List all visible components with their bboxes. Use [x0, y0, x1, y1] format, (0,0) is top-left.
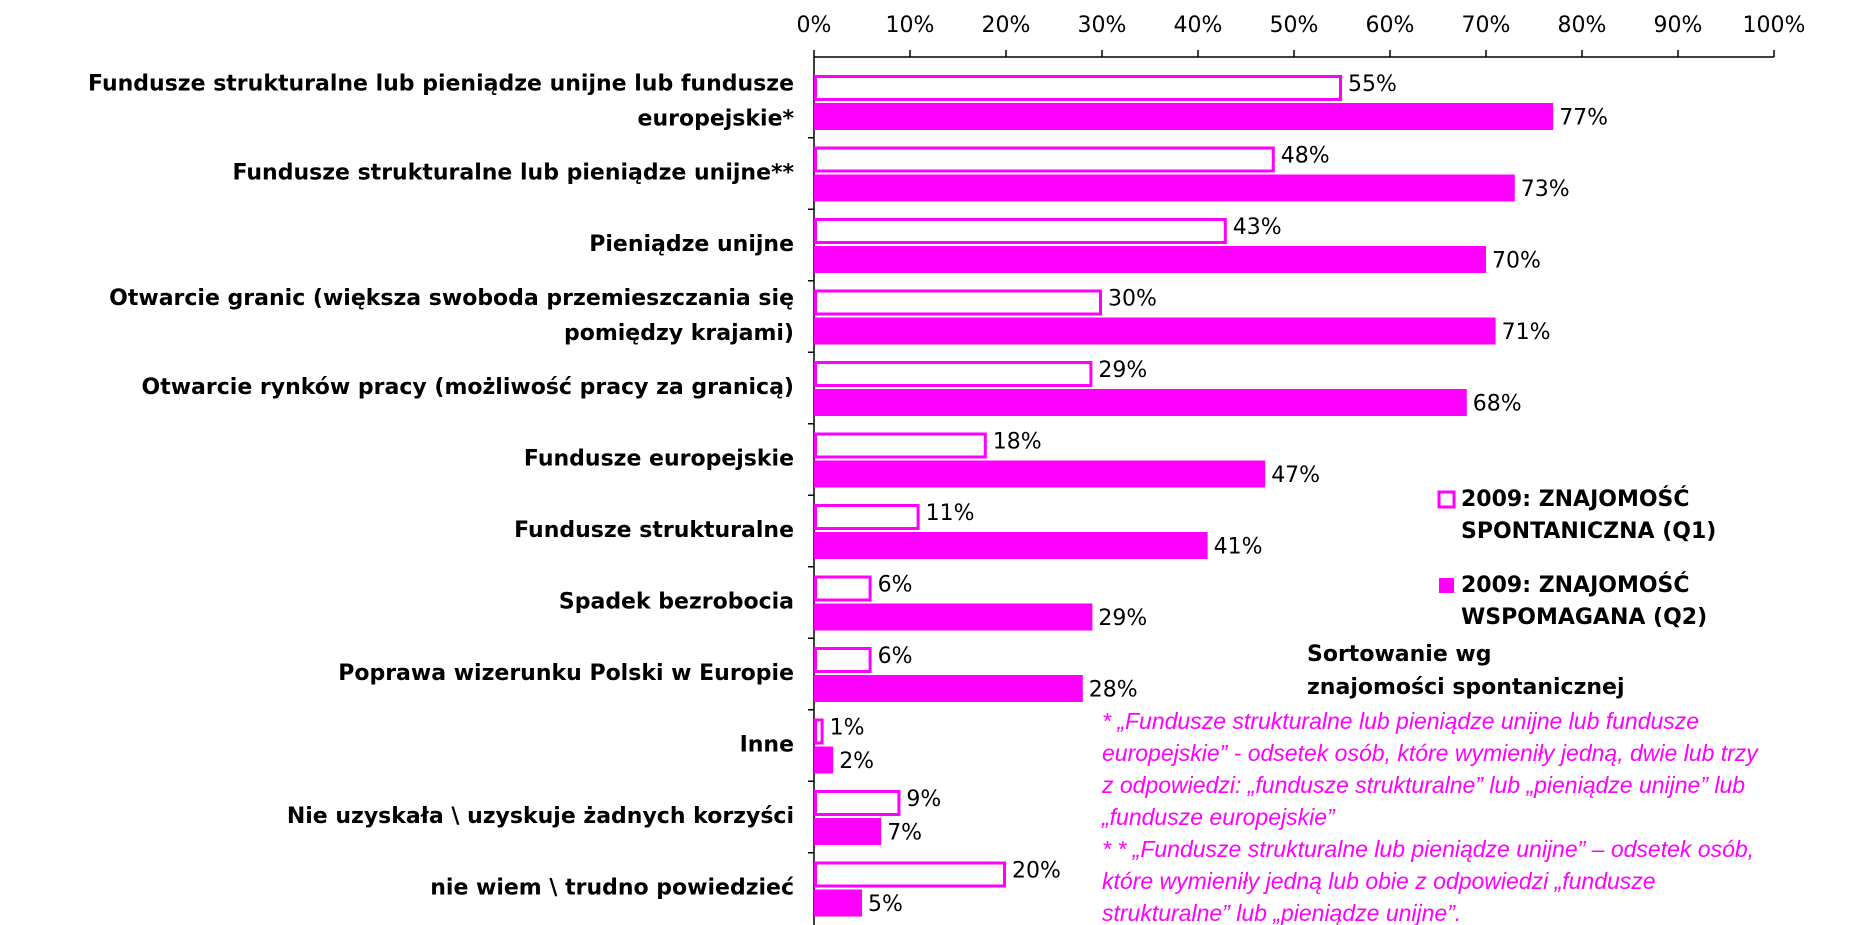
category-label: Otwarcie rynków pracy (możliwość pracy z…	[142, 375, 794, 400]
sort-note: Sortowanie wg znajomości spontanicznej	[1307, 642, 1625, 700]
value-label: 55%	[1348, 72, 1397, 97]
bar	[814, 861, 1006, 888]
value-label: 48%	[1281, 144, 1330, 169]
category-label: Fundusze europejskie	[524, 447, 794, 472]
value-label: 71%	[1502, 320, 1551, 345]
value-label: 1%	[830, 716, 865, 741]
x-tick-label: 70%	[1462, 13, 1511, 38]
x-tick-label: 90%	[1654, 13, 1703, 38]
value-label: 9%	[906, 787, 941, 812]
bar	[814, 146, 1275, 173]
value-label: 68%	[1473, 392, 1522, 417]
category-label: Pieniądze unijne	[589, 232, 794, 257]
category-label: Fundusze strukturalne lub pieniądze unij…	[88, 72, 794, 132]
footnote: * „Fundusze strukturalne lub pieniądze u…	[1101, 708, 1759, 830]
value-label: 29%	[1098, 606, 1147, 631]
value-label: 70%	[1492, 249, 1541, 274]
bar	[814, 675, 1083, 702]
bar	[814, 889, 862, 917]
value-label: 43%	[1233, 215, 1282, 240]
category-label: Otwarcie granic (większa swoboda przemie…	[109, 286, 794, 346]
value-label: 18%	[993, 430, 1042, 455]
value-label: 11%	[926, 501, 975, 526]
legend-label: 2009: ZNAJOMOŚĆ SPONTANICZNA (Q1)	[1461, 486, 1716, 544]
category-label: nie wiem \ trudno powiedzieć	[430, 876, 794, 901]
bar	[814, 603, 1093, 631]
x-tick-label: 50%	[1270, 13, 1319, 38]
bar	[814, 246, 1486, 273]
x-tick-label: 100%	[1743, 13, 1806, 38]
legend-label: 2009: ZNAJOMOŚĆ WSPOMAGANA (Q2)	[1461, 572, 1707, 630]
value-label: 28%	[1089, 678, 1138, 703]
value-label: 77%	[1559, 106, 1608, 131]
value-label: 47%	[1271, 463, 1320, 488]
bar	[814, 289, 1102, 316]
bar	[814, 174, 1515, 202]
bar	[814, 317, 1496, 345]
bar	[814, 647, 872, 673]
bar	[814, 790, 901, 816]
bar	[814, 504, 920, 530]
category-label: Nie uzyskała \ uzyskuje żadnych korzyści	[287, 804, 794, 829]
bar	[814, 532, 1208, 559]
bar	[814, 575, 872, 602]
category-label: Fundusze strukturalne	[514, 518, 794, 543]
value-label: 5%	[868, 892, 903, 917]
x-tick-label: 40%	[1174, 13, 1223, 38]
bar	[814, 75, 1342, 101]
x-tick-label: 80%	[1558, 13, 1607, 38]
x-tick-label: 60%	[1366, 13, 1415, 38]
bar	[814, 432, 987, 459]
x-tick-label: 20%	[982, 13, 1031, 38]
bar	[814, 746, 834, 774]
bar	[814, 460, 1266, 488]
value-label: 2%	[839, 749, 874, 774]
bar	[814, 718, 824, 745]
x-tick-label: 0%	[797, 13, 832, 38]
footnote: * * „Fundusze strukturalne lub pieniądze…	[1102, 836, 1754, 925]
value-label: 20%	[1012, 859, 1061, 884]
value-label: 29%	[1098, 358, 1147, 383]
x-tick-label: 10%	[886, 13, 935, 38]
category-label: Inne	[740, 733, 794, 758]
category-label: Poprawa wizerunku Polski w Europie	[338, 661, 794, 686]
value-label: 7%	[887, 821, 922, 846]
value-label: 73%	[1521, 177, 1570, 202]
category-label: Fundusze strukturalne lub pieniądze unij…	[232, 161, 794, 186]
bar	[814, 218, 1227, 244]
x-tick-label: 30%	[1078, 13, 1127, 38]
bar	[814, 389, 1467, 416]
value-label: 41%	[1214, 535, 1263, 560]
value-label: 6%	[878, 644, 913, 669]
bar	[814, 818, 882, 845]
bar	[814, 361, 1093, 387]
category-label: Spadek bezrobocia	[559, 590, 794, 615]
value-label: 6%	[878, 573, 913, 598]
value-label: 30%	[1108, 287, 1157, 312]
legend-swatch	[1439, 578, 1454, 593]
bar	[814, 103, 1554, 130]
legend-swatch	[1437, 490, 1456, 509]
